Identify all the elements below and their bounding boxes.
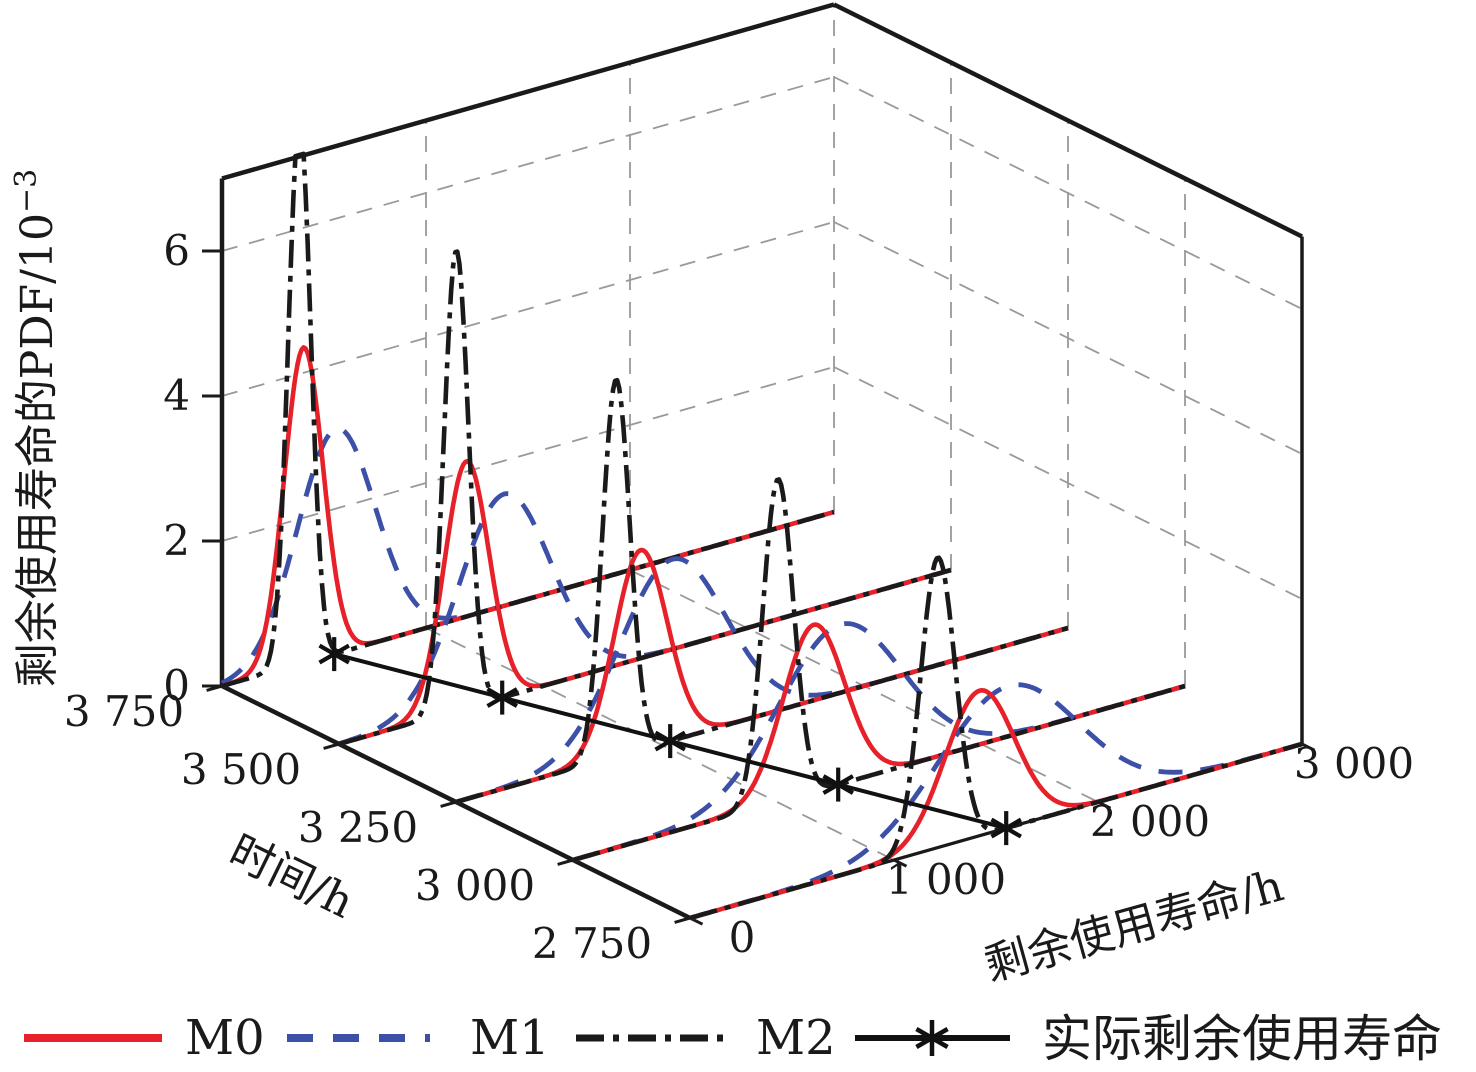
curve-M1-t3750 [220, 426, 835, 686]
rul-tick [1301, 742, 1316, 752]
rul-axis-label: 剩余使用寿命/h [979, 860, 1289, 991]
rul-tick-label: 2 000 [1090, 797, 1210, 846]
legend-label-M0: M0 [185, 1010, 265, 1066]
asterisk-marker [990, 817, 1022, 839]
time-tick-label: 3 250 [298, 803, 418, 852]
legend-label-M1: M1 [470, 1010, 550, 1066]
time-tick [674, 916, 691, 924]
curve-M2-t3250 [455, 377, 1069, 805]
pdf-axis-label: 剩余使用寿命的PDF/10−3 [9, 169, 63, 687]
time-tick-label: 3 500 [181, 745, 301, 794]
legend-label-M2: M2 [756, 1010, 836, 1066]
asterisk-marker [654, 730, 686, 752]
pdf-tick-label: 6 [163, 226, 190, 275]
rul-tick-label: 3 000 [1294, 739, 1414, 788]
time-tick [440, 800, 457, 808]
time-tick [557, 858, 574, 866]
box-edge-top-right [833, 2, 1303, 239]
pdf-tick-label: 0 [163, 661, 190, 710]
time-tick [206, 684, 223, 692]
rul-tick-label: 0 [729, 913, 756, 962]
pdf-tick-label: 4 [163, 371, 190, 420]
legend-asterisk [915, 1027, 949, 1049]
time-tick-label: 2 750 [532, 919, 652, 968]
curve-M2-t3750 [221, 151, 835, 689]
asterisk-marker [486, 687, 518, 708]
grid-left-wall-pdf-4 [221, 221, 835, 397]
rul-tick [893, 858, 908, 868]
box-edge-top-left [221, 2, 835, 181]
legend-label-actual: 实际剩余使用寿命 [1042, 1010, 1442, 1068]
curve-M1-t3000 [572, 621, 1186, 863]
time-tick-label: 3 750 [64, 687, 184, 736]
time-tick-label: 3 000 [415, 861, 535, 910]
grid-left-wall-pdf-6 [221, 76, 835, 252]
asterisk-marker [822, 774, 854, 795]
grid-left-wall-pdf-2 [221, 366, 835, 542]
rul-tick-label: 1 000 [886, 855, 1006, 904]
curve-M2-t3500 [338, 249, 952, 747]
curve-M2-t2750 [689, 555, 1303, 921]
time-tick [323, 742, 340, 750]
curve-M2-t3000 [572, 477, 1186, 863]
asterisk-marker [318, 643, 350, 665]
pdf-tick-label: 2 [163, 516, 190, 565]
grid-floor-rul-1000 [425, 627, 895, 861]
